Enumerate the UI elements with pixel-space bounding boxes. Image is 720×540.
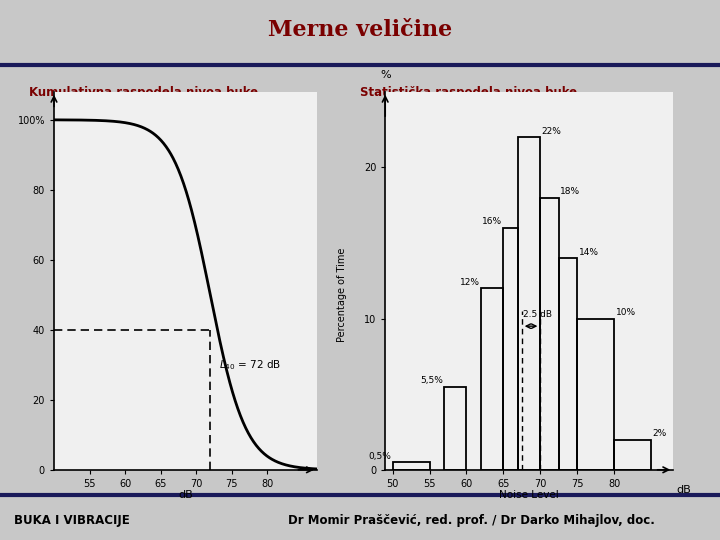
Text: 0,5%: 0,5% xyxy=(368,452,391,461)
Text: 2%: 2% xyxy=(652,429,667,438)
Text: $L_{40}$ = 72 dB: $L_{40}$ = 72 dB xyxy=(219,359,281,372)
Text: Statistička raspodela nivoa buke: Statistička raspodela nivoa buke xyxy=(360,86,577,99)
Text: Kumulativna raspodela nivoa buke: Kumulativna raspodela nivoa buke xyxy=(29,86,258,99)
Bar xyxy=(503,228,518,470)
Bar xyxy=(518,137,540,470)
Text: Percentage of Time: Percentage of Time xyxy=(337,248,347,342)
Text: 10%: 10% xyxy=(616,308,636,317)
X-axis label: dB: dB xyxy=(178,490,193,500)
Bar xyxy=(559,258,577,470)
Text: 2.5 dB: 2.5 dB xyxy=(523,309,552,319)
Text: BUKA I VIBRACIJE: BUKA I VIBRACIJE xyxy=(14,514,130,527)
Bar xyxy=(577,319,614,470)
Text: Merne veličine: Merne veličine xyxy=(268,19,452,42)
Text: dB: dB xyxy=(676,485,690,495)
X-axis label: Noise Level: Noise Level xyxy=(500,490,559,500)
Bar xyxy=(392,462,430,470)
Bar xyxy=(444,387,467,470)
Text: 22%: 22% xyxy=(541,127,562,136)
Text: 12%: 12% xyxy=(460,278,480,287)
Text: Dr Momir Praščević, red. prof. / Dr Darko Mihajlov, doc.: Dr Momir Praščević, red. prof. / Dr Dark… xyxy=(288,514,655,527)
Text: 18%: 18% xyxy=(560,187,580,196)
Text: 14%: 14% xyxy=(579,248,598,256)
Text: %: % xyxy=(380,70,390,80)
Bar xyxy=(614,440,651,470)
Text: 16%: 16% xyxy=(482,218,502,226)
Text: 5,5%: 5,5% xyxy=(420,376,443,385)
Bar xyxy=(481,288,503,470)
Bar xyxy=(540,198,559,470)
